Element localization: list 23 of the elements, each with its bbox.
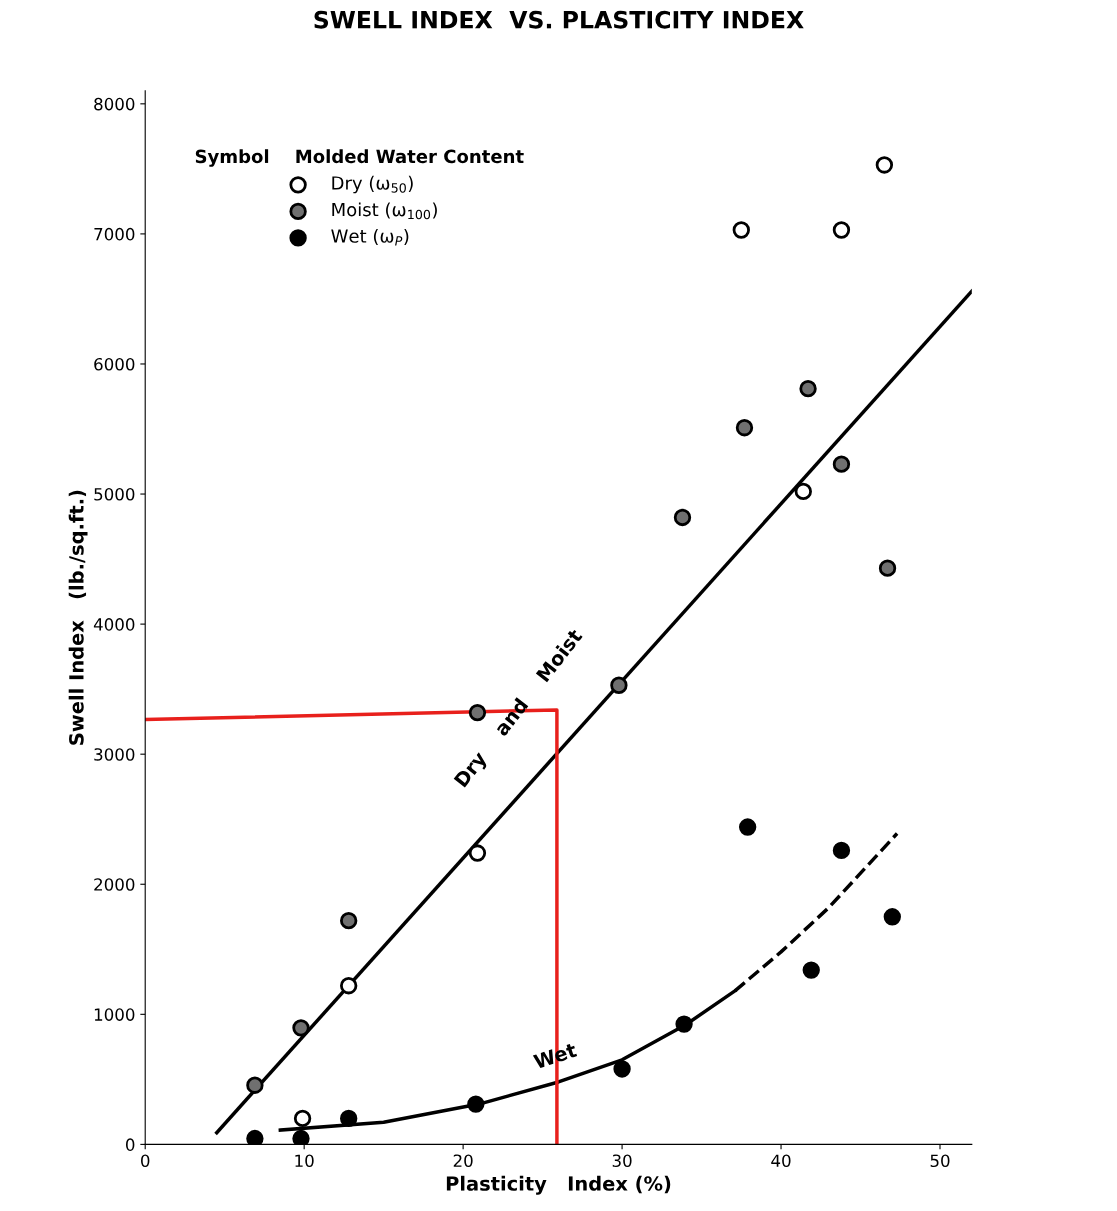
y-tick-label: 4000	[93, 618, 135, 631]
x-tick-label: 10	[295, 1154, 314, 1168]
x-tick-label: 30	[612, 1154, 632, 1168]
legend-label: Wet (ω$_{P}$)	[331, 228, 409, 246]
chart-title: SWELL INDEX VS. PLASTICITY INDEX	[314, 10, 804, 29]
x-tick-label: 0	[141, 1154, 150, 1168]
y-tick-label: 6000	[94, 357, 135, 371]
y-axis-title: Swell Index (lb./sq.ft.)	[68, 490, 88, 745]
x-tick-label: 20	[453, 1154, 473, 1168]
y-tick-label: 3000	[94, 748, 135, 761]
legend-label: Dry (ω$_{50}$)	[332, 175, 413, 194]
x-tick-label: 50	[930, 1154, 950, 1168]
x-tick-label: 40	[771, 1154, 791, 1168]
annotation: Wet	[532, 1042, 578, 1070]
x-axis-title: Plasticity Index (%)	[446, 1175, 671, 1195]
legend-title: Symbol Molded Water Content	[195, 149, 524, 167]
legend-label: Moist (ω$_{100}$)	[332, 202, 437, 220]
y-tick-label: 2000	[94, 878, 135, 891]
y-tick-label: 0	[125, 1138, 135, 1151]
y-tick-label: 5000	[94, 488, 135, 501]
y-tick-label: 7000	[94, 227, 135, 241]
y-tick-label: 8000	[94, 97, 135, 111]
y-tick-label: 1000	[94, 1008, 135, 1021]
